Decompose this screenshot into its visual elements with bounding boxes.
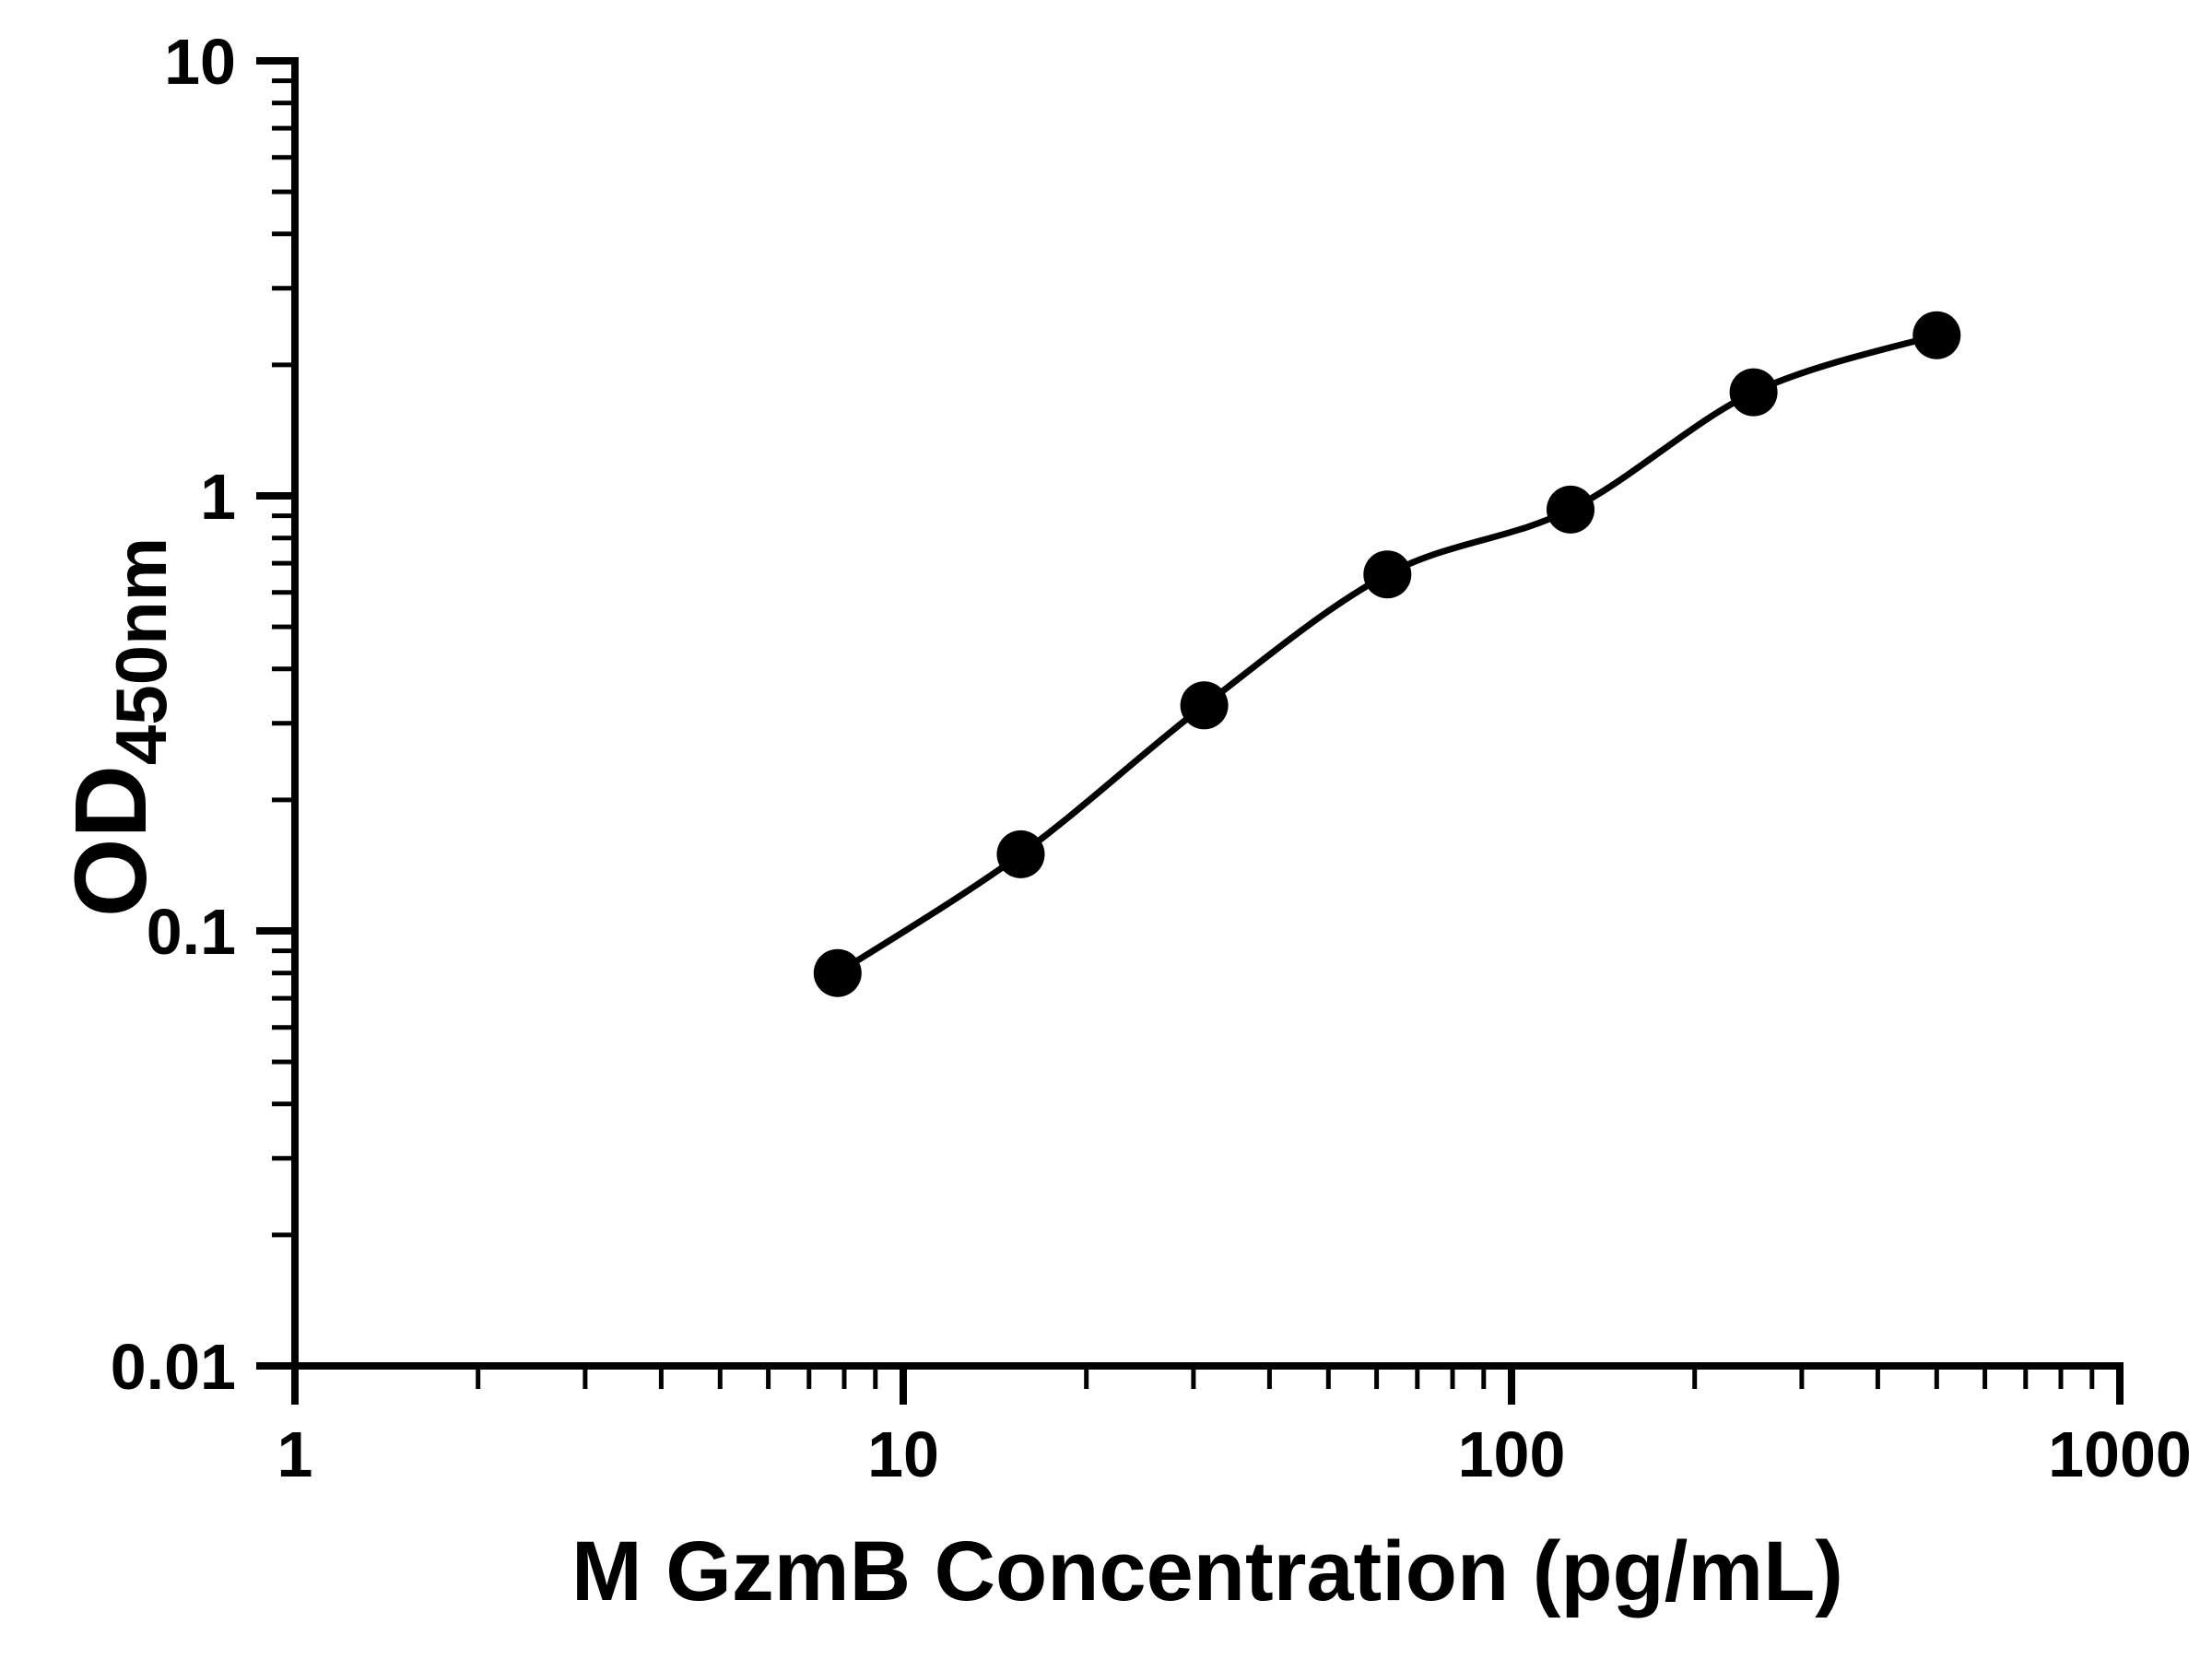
- data-point: [1912, 311, 1961, 359]
- data-point: [996, 830, 1045, 878]
- data-point: [1729, 368, 1778, 417]
- y-tick-label: 1: [200, 461, 236, 533]
- y-tick-label: 0.1: [147, 896, 236, 968]
- axis-lines: [291, 57, 2124, 1370]
- major-ticks: [256, 57, 2124, 1405]
- data-point: [1363, 550, 1412, 599]
- y-axis-tick-labels: 0.01 0.1 1 10: [111, 26, 236, 1403]
- y-axis-title: OD450nm: [54, 537, 182, 917]
- x-tick-label: 1000: [2048, 1418, 2192, 1490]
- data-point: [1547, 485, 1594, 534]
- x-tick-label: 1: [277, 1418, 313, 1490]
- fit-curve: [835, 332, 1938, 976]
- x-tick-label: 10: [867, 1418, 939, 1490]
- y-axis-title-subscript: 450nm: [100, 537, 182, 765]
- data-point: [1180, 681, 1229, 730]
- data-points: [813, 311, 1961, 997]
- minor-ticks: [272, 78, 2095, 1389]
- data-point: [813, 948, 862, 997]
- x-axis-tick-labels: 1 10 100 1000: [277, 1418, 2192, 1490]
- x-axis-title: M GzmB Concentration (pg/mL): [571, 1524, 1843, 1618]
- x-tick-label: 100: [1458, 1418, 1566, 1490]
- y-tick-label: 0.01: [111, 1331, 236, 1403]
- y-axis-title-base: OD: [54, 765, 168, 917]
- y-tick-label: 10: [164, 26, 236, 98]
